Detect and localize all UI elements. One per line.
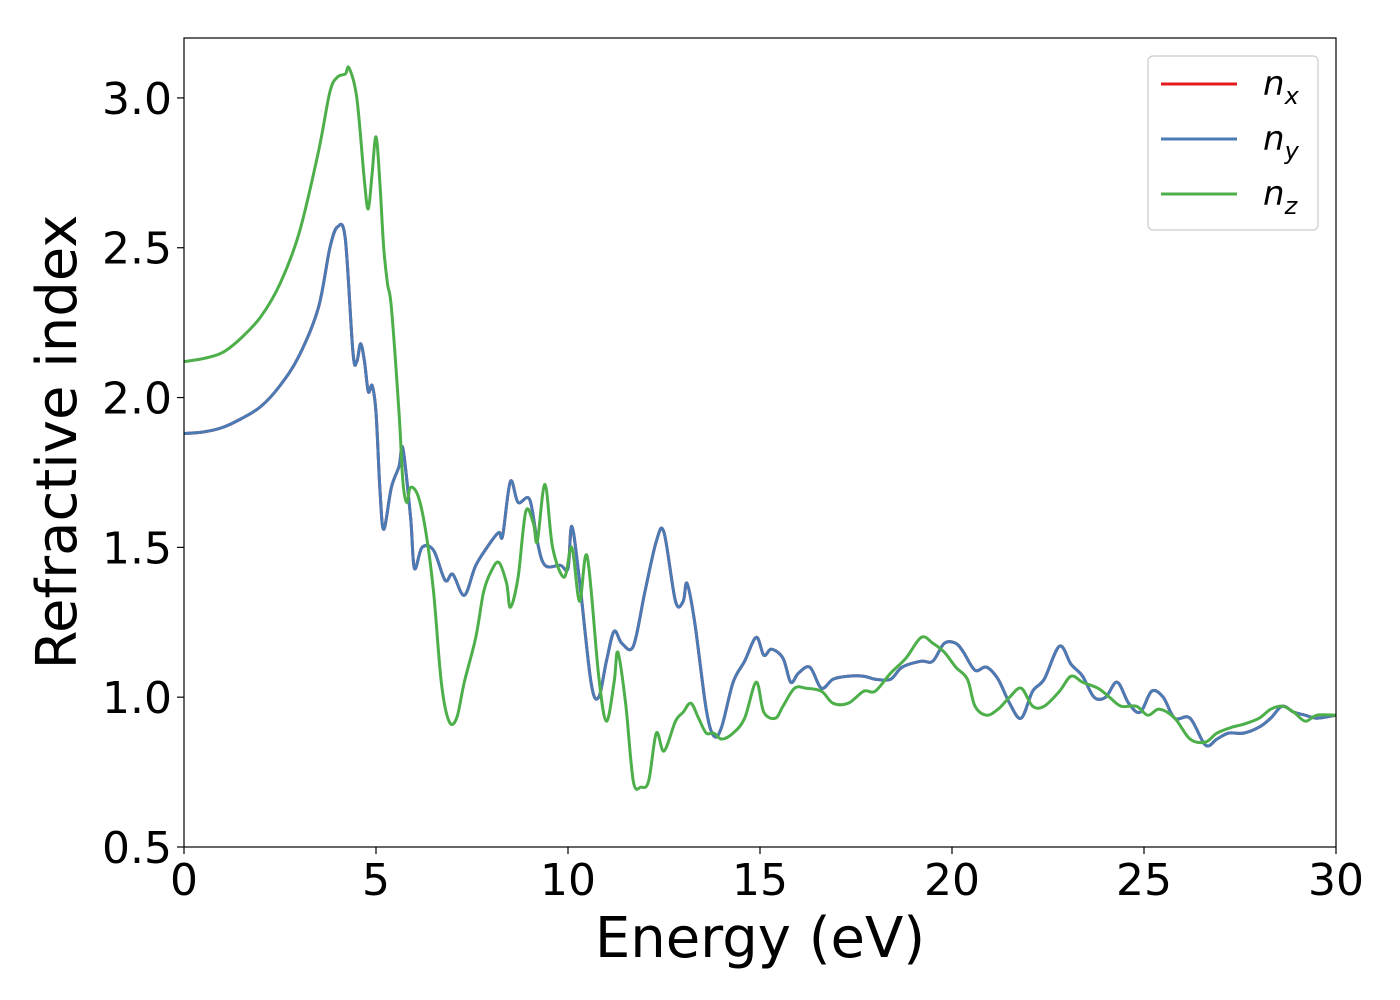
x-tick-label: 30 xyxy=(1308,855,1364,906)
x-tick-label: 10 xyxy=(540,855,596,906)
series-line-y xyxy=(184,222,1336,748)
y-axis-ticks: 0.5 1.0 1.5 2.0 2.5 3.0 xyxy=(102,74,184,874)
y-tick-label: 1.5 xyxy=(102,523,172,574)
plot-lines xyxy=(184,65,1336,791)
y-tick-label: 2.0 xyxy=(102,374,172,425)
legend-label-z: nz xyxy=(1263,174,1299,220)
legend-label-subscript: y xyxy=(1284,137,1300,165)
legend-label-base: n xyxy=(1263,64,1285,104)
legend-label-base: n xyxy=(1263,174,1285,214)
x-axis-title: Energy (eV) xyxy=(595,906,925,971)
legend-label-x: nx xyxy=(1263,64,1300,110)
y-tick-label: 2.5 xyxy=(102,224,172,275)
legend-label-y: ny xyxy=(1263,119,1300,165)
y-axis-title: Refractive index xyxy=(25,215,90,670)
x-tick-label: 15 xyxy=(732,855,788,906)
x-tick-label: 5 xyxy=(362,855,390,906)
series-line-x xyxy=(184,222,1336,748)
y-tick-label: 0.5 xyxy=(102,823,172,874)
x-tick-label: 25 xyxy=(1116,855,1172,906)
legend-label-subscript: x xyxy=(1284,82,1300,110)
x-axis-ticks: 0 5 10 15 20 25 30 xyxy=(170,847,1364,906)
y-tick-label: 1.0 xyxy=(102,673,172,724)
legend-box xyxy=(1147,55,1319,231)
series-line-z xyxy=(184,65,1336,791)
x-tick-label: 0 xyxy=(170,855,198,906)
x-tick-label: 20 xyxy=(924,855,980,906)
y-tick-label: 3.0 xyxy=(102,74,172,125)
legend-label-subscript: z xyxy=(1284,192,1299,220)
legend-label-base: n xyxy=(1263,119,1285,159)
